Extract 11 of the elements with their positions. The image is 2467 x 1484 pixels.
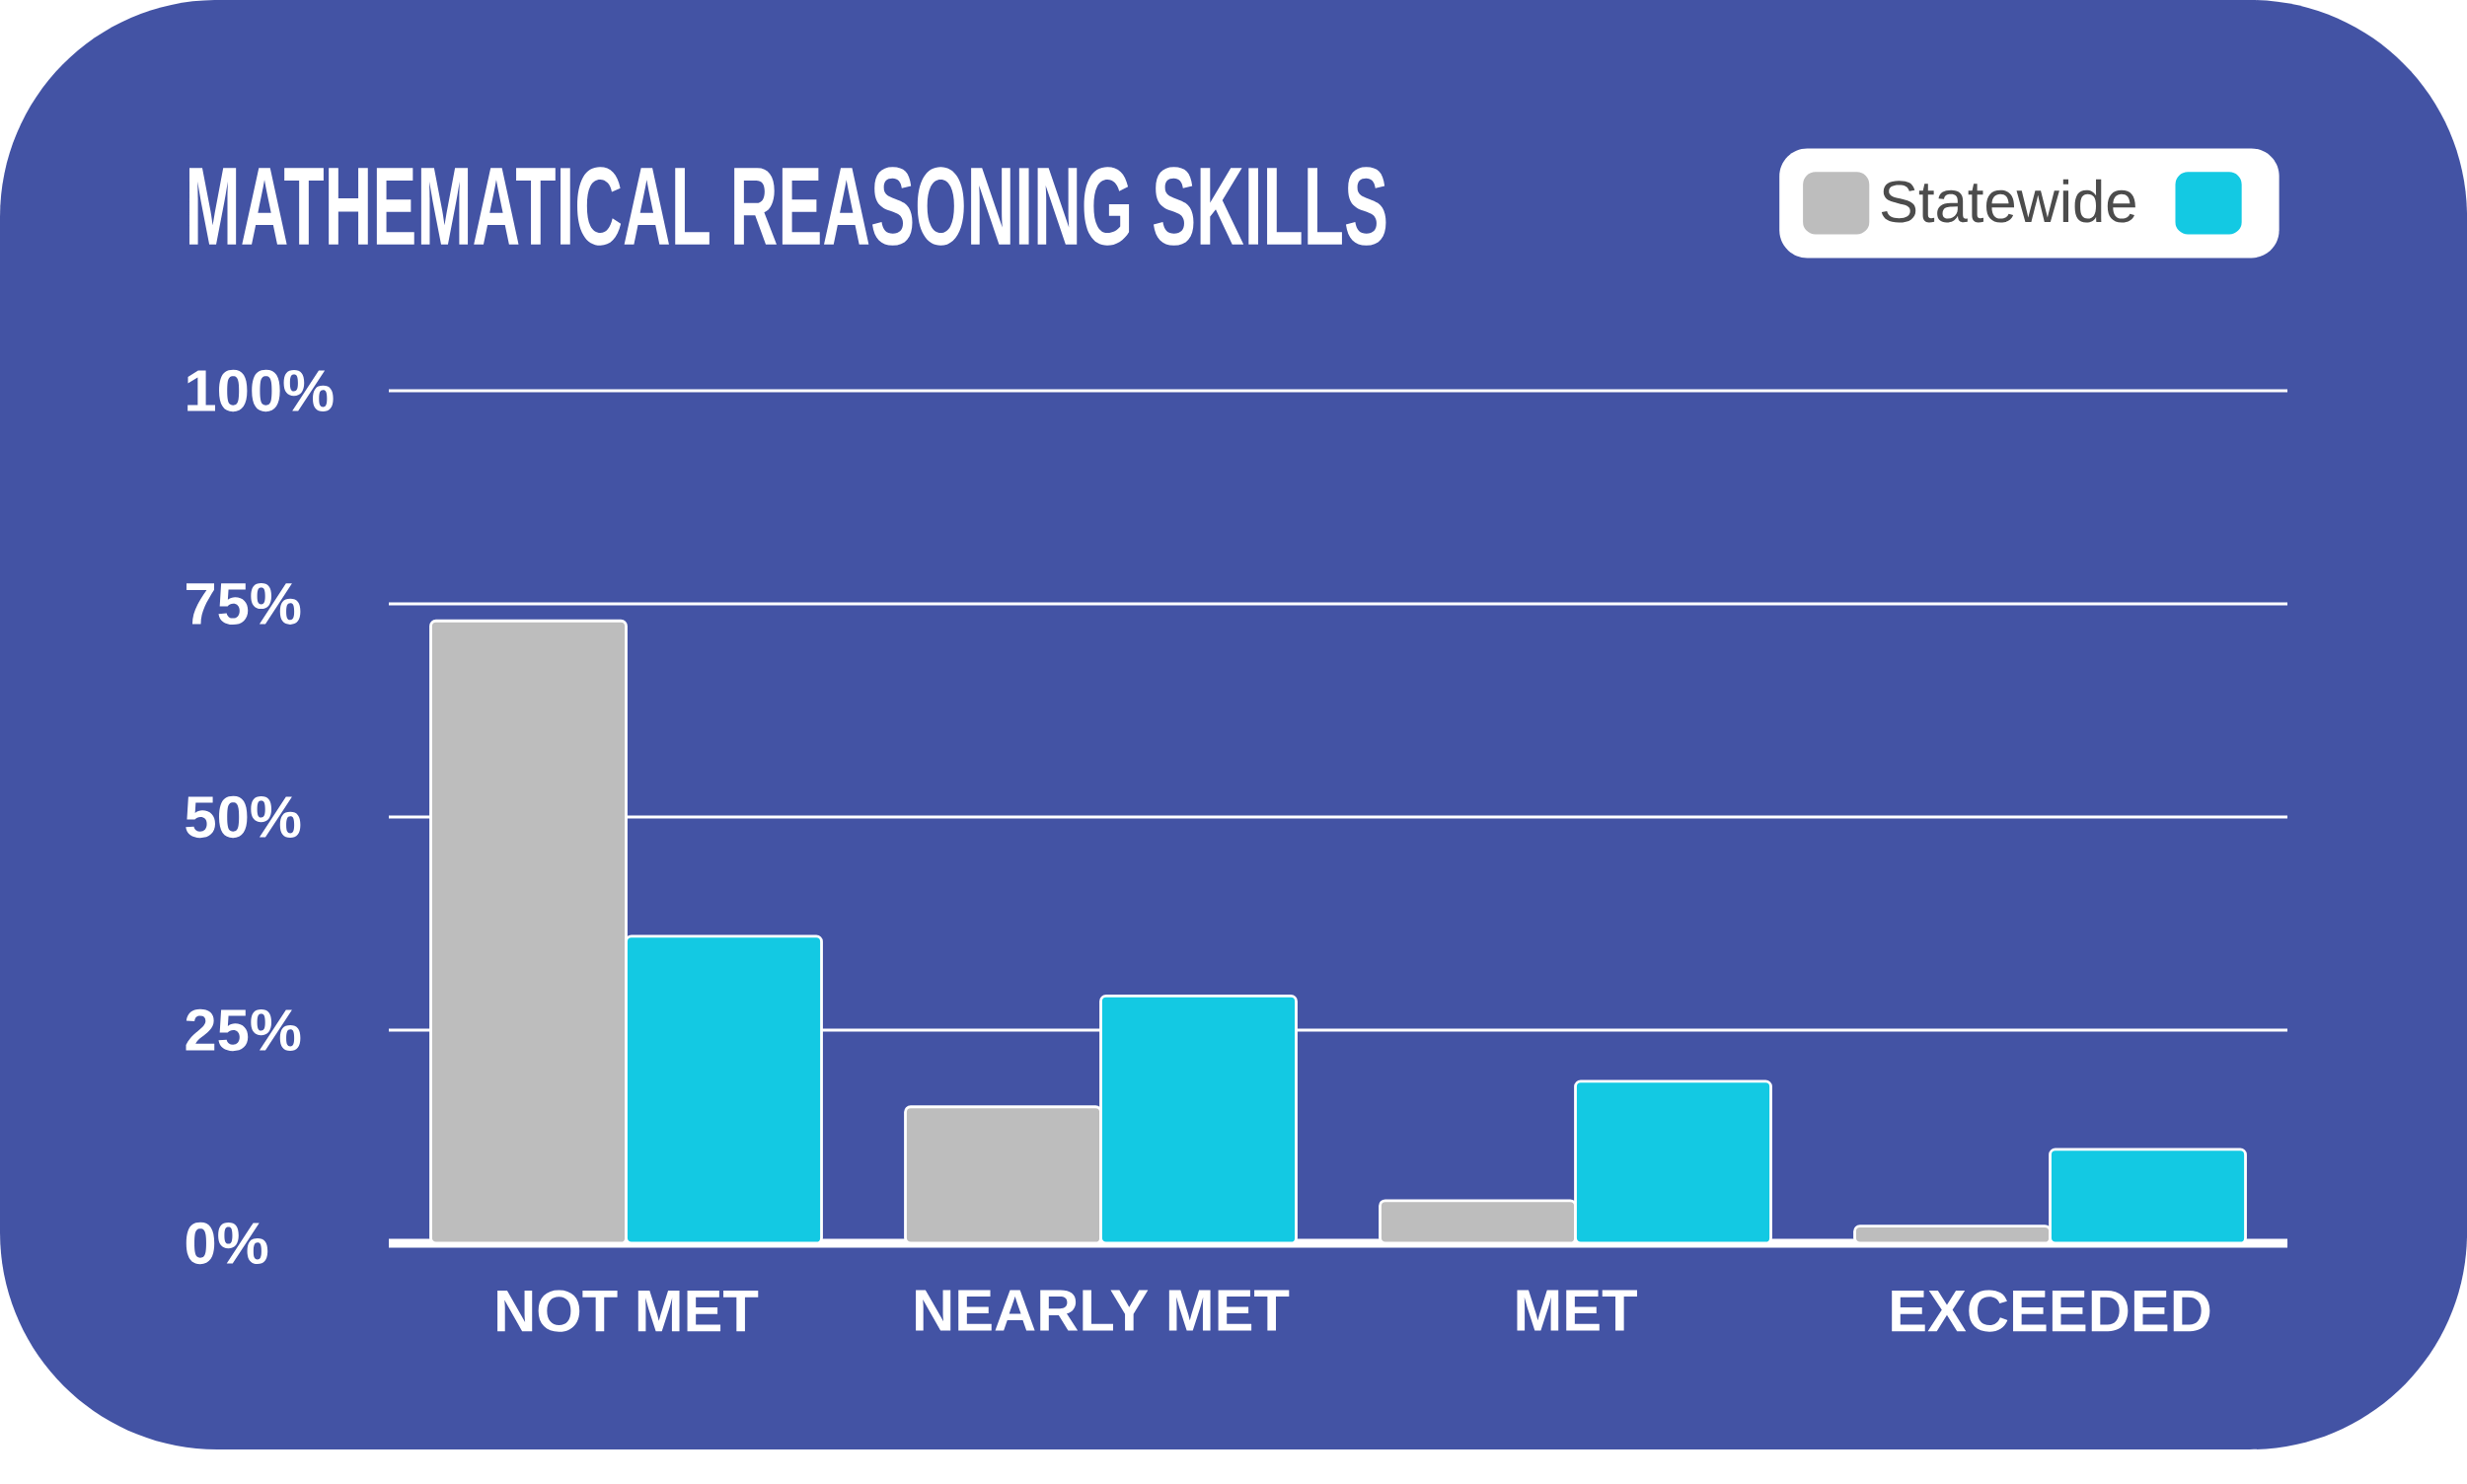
y-tick-label: 25% — [186, 1008, 301, 1052]
y-tick-label: 0% — [186, 1222, 268, 1265]
x-tick-label: EXCEEDED — [1892, 1290, 2210, 1332]
y-tick-label: 75% — [187, 582, 301, 626]
y-tick-label: 100% — [187, 369, 334, 412]
x-tick-label: NEARLY MET — [916, 1290, 1290, 1331]
x-tick-label: NOT MET — [497, 1290, 759, 1332]
legend-label: Statewide — [1881, 179, 2135, 223]
y-tick-label: 50% — [186, 795, 301, 839]
chart-title: MATHEMATICAL REASONING SKILLS — [188, 167, 1386, 246]
x-tick-label: MET — [1517, 1290, 1637, 1331]
